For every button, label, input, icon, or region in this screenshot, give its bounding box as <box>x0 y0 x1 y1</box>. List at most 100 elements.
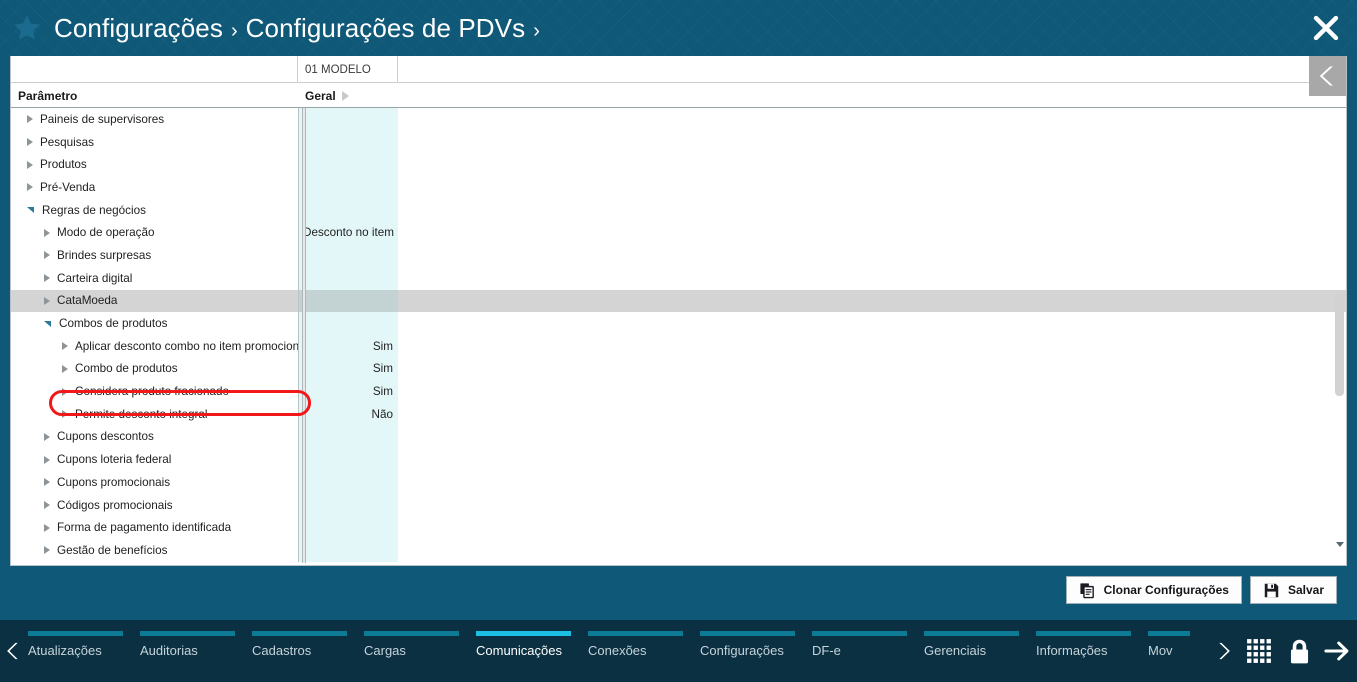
tree-node[interactable]: Brindes surpresas <box>11 244 298 267</box>
cell-geral-value[interactable] <box>298 539 398 562</box>
tree-node[interactable]: Regras de negócios <box>11 199 298 222</box>
nav-tab-configuracoes[interactable]: Configurações <box>700 631 812 671</box>
nav-tab-cadastros[interactable]: Cadastros <box>252 631 364 671</box>
tree-collapsed-triangle-icon[interactable] <box>44 251 50 260</box>
tree-node[interactable]: Combo de produtos <box>11 358 298 381</box>
tree-node[interactable]: Cupons promocionais <box>11 471 298 494</box>
table-row[interactable]: Modo de operação Desconto no item <box>11 221 1346 245</box>
cell-geral-value[interactable]: Sim <box>298 380 398 403</box>
nav-tab-informacoes[interactable]: Informações <box>1036 631 1148 671</box>
vertical-scrollbar[interactable] <box>1335 109 1344 549</box>
grid-header-model[interactable]: 01 MODELO <box>298 56 398 83</box>
tree-collapsed-triangle-icon[interactable] <box>44 296 50 305</box>
star-icon[interactable] <box>12 13 42 43</box>
table-row[interactable]: Cupons descontos <box>11 425 1346 449</box>
table-row[interactable]: Cupons loteria federal <box>11 448 1346 471</box>
cell-geral-value[interactable] <box>298 130 398 154</box>
arrow-right-icon[interactable] <box>1317 637 1357 665</box>
tree-collapsed-triangle-icon[interactable] <box>44 432 50 441</box>
table-row[interactable]: Considera produto fracionado Sim <box>11 380 1346 403</box>
tree-node[interactable]: Gestão de benefícios <box>11 539 298 562</box>
tree-expanded-triangle-icon[interactable] <box>27 206 35 214</box>
cell-geral-value[interactable] <box>298 266 398 290</box>
column-header-geral[interactable]: Geral <box>298 83 398 108</box>
nav-next-button[interactable] <box>1209 640 1237 662</box>
tree-collapsed-triangle-icon[interactable] <box>62 410 68 419</box>
nav-tab-gerenciais[interactable]: Gerenciais <box>924 631 1036 671</box>
table-row[interactable]: Pesquisas <box>11 130 1346 154</box>
tree-node[interactable]: Pesquisas <box>11 131 298 154</box>
cell-geral-value[interactable]: Sim <box>298 357 398 381</box>
table-row[interactable]: Brindes surpresas <box>11 244 1346 267</box>
vertical-scrollbar-thumb[interactable] <box>1335 293 1344 396</box>
cell-geral-value[interactable]: Não <box>298 402 398 426</box>
tree-node[interactable]: Aplicar desconto combo no item promocion… <box>11 335 298 358</box>
nav-tab-conexoes[interactable]: Conexões <box>588 631 700 671</box>
lock-icon[interactable] <box>1281 638 1317 665</box>
column-split-handle[interactable] <box>302 108 306 563</box>
tree-collapsed-triangle-icon[interactable] <box>44 501 50 510</box>
cell-geral-value[interactable] <box>298 289 398 313</box>
tree-collapsed-triangle-icon[interactable] <box>27 138 33 147</box>
tree-node[interactable]: Cupons loteria federal <box>11 448 298 471</box>
cell-geral-value[interactable] <box>298 425 398 449</box>
caret-down-icon[interactable] <box>1335 540 1344 549</box>
table-row[interactable]: Forma de pagamento identificada <box>11 516 1346 540</box>
table-row[interactable]: Pré-Venda <box>11 176 1346 199</box>
nav-tab-df-e[interactable]: DF-e <box>812 631 924 671</box>
tree-collapsed-triangle-icon[interactable] <box>62 342 68 351</box>
cell-geral-value[interactable] <box>298 108 398 131</box>
table-row[interactable]: Carteira digital <box>11 266 1346 290</box>
tree-collapsed-triangle-icon[interactable] <box>44 523 50 532</box>
cell-geral-value[interactable] <box>298 244 398 267</box>
tree-node[interactable]: Pré-Venda <box>11 176 298 199</box>
tree-collapsed-triangle-icon[interactable] <box>44 455 50 464</box>
tree-collapsed-triangle-icon[interactable] <box>44 478 50 487</box>
tree-node[interactable]: Produtos <box>11 153 298 176</box>
cell-geral-value[interactable] <box>298 448 398 471</box>
tree-collapsed-triangle-icon[interactable] <box>44 228 50 237</box>
tree-collapsed-triangle-icon[interactable] <box>27 115 33 124</box>
table-row[interactable]: Gestão de benefícios <box>11 539 1346 562</box>
table-row[interactable]: Códigos promocionais <box>11 493 1346 517</box>
tree-collapsed-triangle-icon[interactable] <box>62 387 68 396</box>
table-row[interactable]: Combo de produtos Sim <box>11 357 1346 381</box>
tree-node[interactable]: Cupons descontos <box>11 426 298 449</box>
tree-collapsed-triangle-icon[interactable] <box>62 364 68 373</box>
cell-geral-value[interactable]: Desconto no item <box>298 221 398 245</box>
cell-geral-value[interactable] <box>298 493 398 517</box>
save-button[interactable]: Salvar <box>1249 576 1337 604</box>
table-row[interactable]: CataMoeda <box>11 289 1346 313</box>
table-row[interactable]: Produtos <box>11 153 1346 177</box>
clone-settings-button[interactable]: Clonar Configurações <box>1065 576 1242 604</box>
cell-geral-value[interactable] <box>298 198 398 222</box>
tree-node[interactable]: Considera produto fracionado <box>11 380 298 403</box>
tree-node[interactable]: Modo de operação <box>11 221 298 244</box>
breadcrumb-item-configuracoes[interactable]: Configurações <box>54 12 223 43</box>
cell-geral-value[interactable]: Sim <box>298 334 398 358</box>
tree-collapsed-triangle-icon[interactable] <box>27 183 33 192</box>
cell-geral-value[interactable] <box>298 516 398 540</box>
tree-node[interactable]: Carteira digital <box>11 267 298 290</box>
table-row[interactable]: Paineis de supervisores <box>11 108 1346 131</box>
tree-node[interactable]: Forma de pagamento identificada <box>11 516 298 539</box>
nav-tab-cargas[interactable]: Cargas <box>364 631 476 671</box>
tree-collapsed-triangle-icon[interactable] <box>27 160 33 169</box>
nav-tab-auditorias[interactable]: Auditorias <box>140 631 252 671</box>
table-row[interactable]: Regras de negócios <box>11 198 1346 222</box>
collapse-panel-button[interactable] <box>1309 56 1346 96</box>
tree-node[interactable]: Permite desconto integral <box>11 403 298 426</box>
table-row[interactable]: Aplicar desconto combo no item promocion… <box>11 334 1346 358</box>
close-button[interactable] <box>1309 11 1343 45</box>
tree-expanded-triangle-icon[interactable] <box>44 320 52 328</box>
tree-collapsed-triangle-icon[interactable] <box>44 274 50 283</box>
tree-node[interactable]: Paineis de supervisores <box>11 108 298 131</box>
table-row[interactable]: Permite desconto integral Não <box>11 402 1346 426</box>
table-row[interactable]: Combos de produtos <box>11 312 1346 335</box>
nav-tab-atualizacoes[interactable]: Atualizações <box>28 631 140 671</box>
nav-tab-mov[interactable]: Mov <box>1148 631 1209 671</box>
nav-tab-comunicacoes[interactable]: Comunicações <box>476 631 588 671</box>
column-header-parametro[interactable]: Parâmetro <box>18 88 78 103</box>
tree-collapsed-triangle-icon[interactable] <box>44 546 50 555</box>
cell-geral-value[interactable] <box>298 176 398 199</box>
